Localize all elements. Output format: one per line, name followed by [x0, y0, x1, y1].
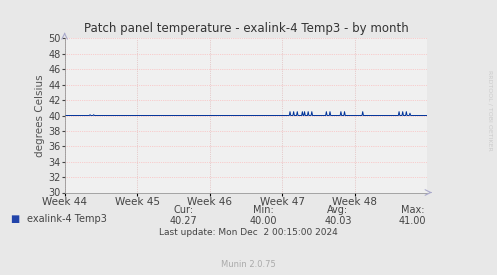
- Text: 40.00: 40.00: [249, 216, 277, 226]
- Text: Avg:: Avg:: [328, 205, 348, 215]
- Text: 40.03: 40.03: [324, 216, 352, 226]
- Y-axis label: degrees Celsius: degrees Celsius: [35, 74, 45, 157]
- Text: RRDTOOL / TOBI OETIKER: RRDTOOL / TOBI OETIKER: [487, 70, 492, 150]
- Text: Min:: Min:: [253, 205, 274, 215]
- Text: Cur:: Cur:: [174, 205, 194, 215]
- Text: 40.27: 40.27: [170, 216, 198, 226]
- Text: exalink-4 Temp3: exalink-4 Temp3: [27, 214, 107, 224]
- Title: Patch panel temperature - exalink-4 Temp3 - by month: Patch panel temperature - exalink-4 Temp…: [83, 21, 409, 35]
- Text: ■: ■: [10, 214, 19, 224]
- Text: Max:: Max:: [401, 205, 424, 215]
- Text: Munin 2.0.75: Munin 2.0.75: [221, 260, 276, 269]
- Text: 41.00: 41.00: [399, 216, 426, 226]
- Text: Last update: Mon Dec  2 00:15:00 2024: Last update: Mon Dec 2 00:15:00 2024: [159, 228, 338, 237]
